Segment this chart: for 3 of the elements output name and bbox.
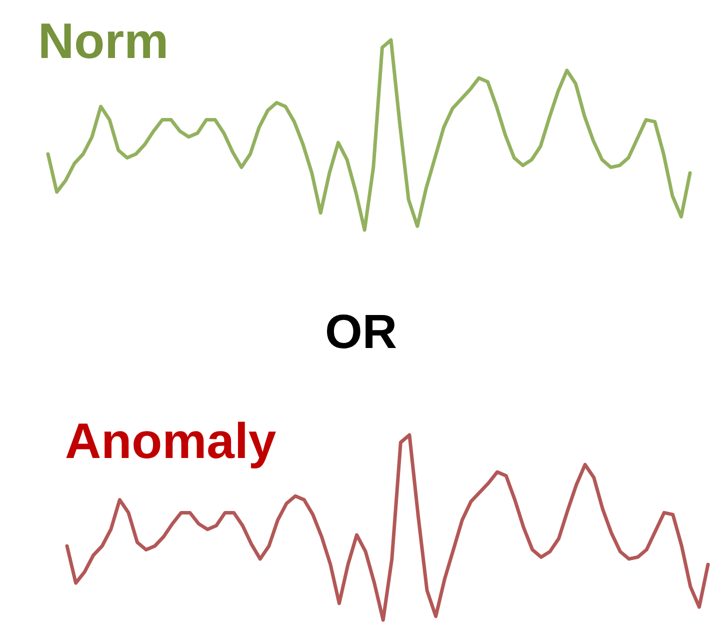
chart-title: Anomaly xyxy=(65,413,276,469)
text: OR xyxy=(325,306,397,359)
chart-title: Norm xyxy=(38,13,169,69)
